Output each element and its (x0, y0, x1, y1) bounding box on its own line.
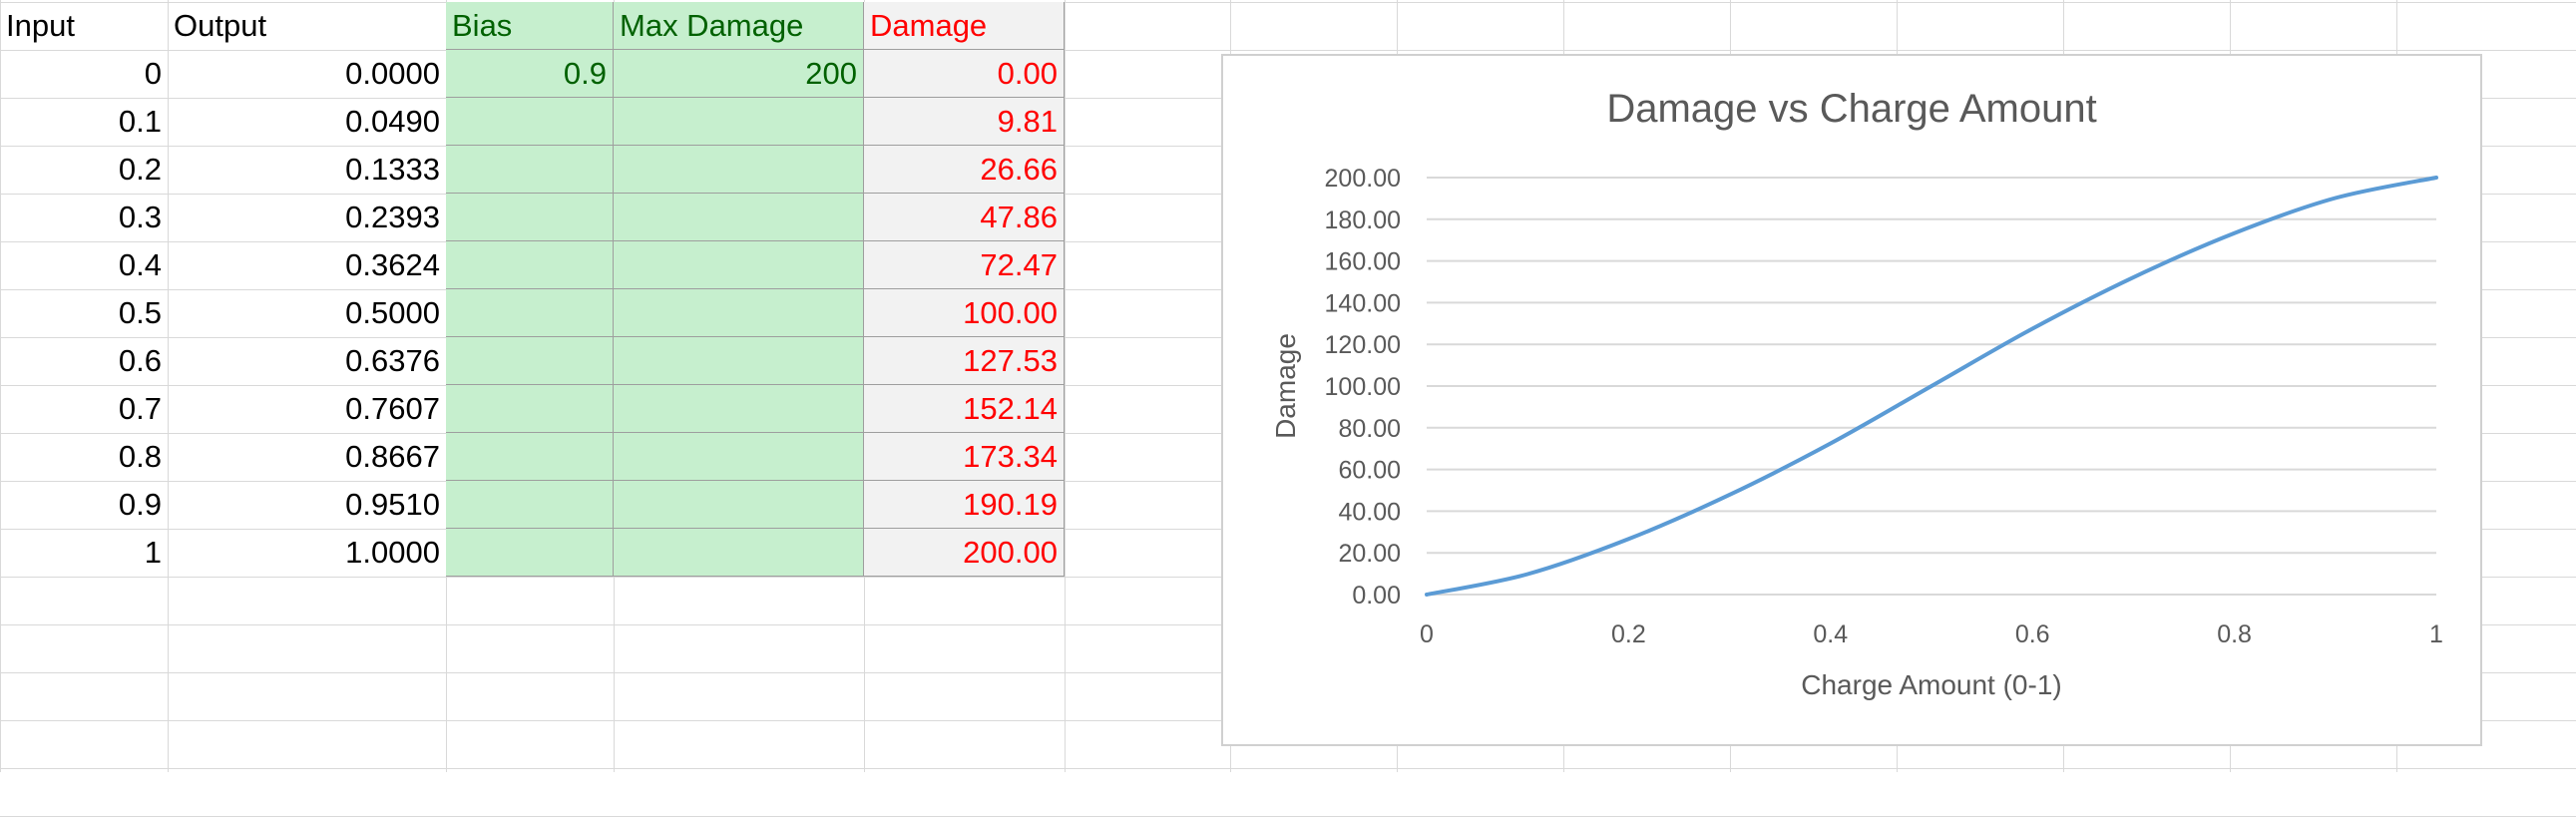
cell-max-damage[interactable] (614, 385, 864, 433)
y-axis-label: Damage (1270, 333, 1301, 439)
x-tick-label: 0 (1420, 620, 1434, 648)
y-tick-label: 100.00 (1325, 373, 1401, 401)
cell-input[interactable]: 0.3 (0, 194, 168, 241)
header-damage[interactable]: Damage (864, 2, 1065, 50)
cell-bias[interactable] (446, 241, 614, 289)
cell-damage[interactable]: 190.19 (864, 481, 1065, 529)
y-tick-label: 80.00 (1338, 415, 1401, 443)
cell-bias[interactable] (446, 433, 614, 481)
cell-bias[interactable] (446, 385, 614, 433)
cell-output[interactable]: 0.0000 (168, 50, 446, 98)
y-tick-label: 40.00 (1338, 498, 1401, 526)
cell-bias[interactable] (446, 289, 614, 337)
header-max-damage[interactable]: Max Damage (614, 2, 864, 50)
cell-max-damage[interactable] (614, 146, 864, 194)
cell-output[interactable]: 0.2393 (168, 194, 446, 241)
cell-input[interactable]: 0.9 (0, 481, 168, 529)
cell-output[interactable]: 0.8667 (168, 433, 446, 481)
cell-max-damage[interactable] (614, 481, 864, 529)
cell-input[interactable]: 0.7 (0, 385, 168, 433)
cell-output[interactable]: 0.7607 (168, 385, 446, 433)
cell-max-damage[interactable] (614, 241, 864, 289)
cell-bias[interactable] (446, 98, 614, 146)
cell-bias[interactable] (446, 146, 614, 194)
cell-damage[interactable]: 200.00 (864, 529, 1065, 577)
gridline-col (1065, 0, 1066, 772)
cell-damage[interactable]: 26.66 (864, 146, 1065, 194)
cell-output[interactable]: 0.6376 (168, 337, 446, 385)
cell-bias[interactable] (446, 194, 614, 241)
cell-output[interactable]: 0.9510 (168, 481, 446, 529)
chart-title: Damage vs Charge Amount (1606, 87, 2096, 131)
cell-damage[interactable]: 0.00 (864, 50, 1065, 98)
y-tick-label: 200.00 (1325, 165, 1401, 193)
gridline-row (0, 768, 2576, 769)
cell-damage[interactable]: 127.53 (864, 337, 1065, 385)
y-tick-label: 20.00 (1338, 540, 1401, 568)
cell-bias[interactable] (446, 337, 614, 385)
y-tick-label: 180.00 (1325, 206, 1401, 234)
cell-max-damage[interactable] (614, 529, 864, 577)
cell-output[interactable]: 0.1333 (168, 146, 446, 194)
y-tick-label: 0.00 (1352, 582, 1401, 610)
y-tick-label: 60.00 (1338, 457, 1401, 485)
cell-output[interactable]: 0.0490 (168, 98, 446, 146)
cell-damage[interactable]: 173.34 (864, 433, 1065, 481)
cell-damage[interactable]: 9.81 (864, 98, 1065, 146)
x-tick-label: 0.2 (1611, 620, 1646, 648)
cell-max-damage[interactable]: 200 (614, 50, 864, 98)
cell-bias[interactable]: 0.9 (446, 50, 614, 98)
cell-max-damage[interactable] (614, 289, 864, 337)
cell-max-damage[interactable] (614, 337, 864, 385)
cell-max-damage[interactable] (614, 433, 864, 481)
x-axis-label: Charge Amount (0-1) (1801, 669, 2061, 700)
cell-output[interactable]: 0.5000 (168, 289, 446, 337)
x-tick-label: 0.8 (2217, 620, 2252, 648)
x-tick-label: 0.6 (2015, 620, 2050, 648)
y-tick-label: 120.00 (1325, 331, 1401, 359)
cell-output[interactable]: 0.3624 (168, 241, 446, 289)
cell-input[interactable]: 0 (0, 50, 168, 98)
cell-output[interactable]: 1.0000 (168, 529, 446, 577)
cell-damage[interactable]: 47.86 (864, 194, 1065, 241)
cell-input[interactable]: 1 (0, 529, 168, 577)
x-tick-label: 1 (2429, 620, 2443, 648)
y-tick-label: 160.00 (1325, 248, 1401, 276)
header-bias[interactable]: Bias (446, 2, 614, 50)
cell-input[interactable]: 0.2 (0, 146, 168, 194)
cell-input[interactable]: 0.4 (0, 241, 168, 289)
cell-input[interactable]: 0.8 (0, 433, 168, 481)
damage-chart[interactable]: Damage vs Charge Amount 0.00 20.00 40.00 60.… (1221, 54, 2482, 746)
cell-max-damage[interactable] (614, 98, 864, 146)
x-tick-label: 0.4 (1813, 620, 1848, 648)
cell-damage[interactable]: 152.14 (864, 385, 1065, 433)
y-tick-label: 140.00 (1325, 289, 1401, 317)
cell-bias[interactable] (446, 529, 614, 577)
cell-bias[interactable] (446, 481, 614, 529)
cell-input[interactable]: 0.6 (0, 337, 168, 385)
header-output[interactable]: Output (168, 2, 446, 50)
header-input[interactable]: Input (0, 2, 168, 50)
cell-damage[interactable]: 100.00 (864, 289, 1065, 337)
cell-max-damage[interactable] (614, 194, 864, 241)
cell-damage[interactable]: 72.47 (864, 241, 1065, 289)
cell-input[interactable]: 0.5 (0, 289, 168, 337)
chart-svg: Damage vs Charge Amount 0.00 20.00 40.00 60.… (1223, 56, 2480, 744)
cell-input[interactable]: 0.1 (0, 98, 168, 146)
